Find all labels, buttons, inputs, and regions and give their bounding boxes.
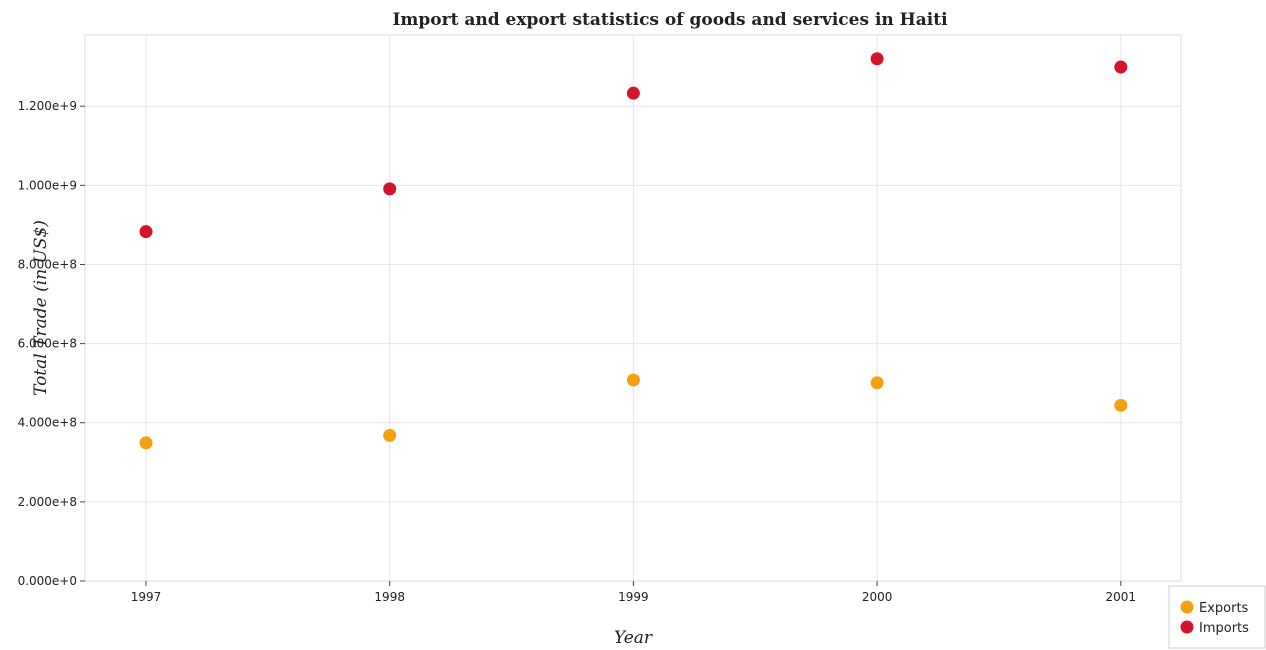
exports-point	[1114, 398, 1128, 412]
x-tick-label: 2000	[862, 590, 893, 604]
legend-imports-label: Imports	[1199, 621, 1249, 636]
imports-point	[139, 225, 153, 239]
x-axis-ticks: 1997 1998 1999 2000 2001	[131, 581, 1136, 604]
legend: Exports Imports	[1168, 585, 1266, 649]
data-points	[139, 52, 1128, 450]
x-tick-label: 2001	[1106, 590, 1137, 604]
x-axis-label: Year	[614, 628, 653, 648]
x-tick-label: 1997	[131, 590, 162, 604]
y-axis-label: Total Trade (in US$)	[31, 220, 51, 396]
legend-imports-marker	[1180, 620, 1194, 634]
imports-point	[626, 86, 640, 100]
imports-point	[383, 182, 397, 196]
y-tick-label: 6.000e+8	[18, 337, 77, 351]
gridlines	[85, 35, 1181, 582]
x-tick-label: 1998	[374, 590, 405, 604]
imports-point	[1114, 60, 1128, 74]
legend-exports-marker	[1180, 600, 1194, 614]
y-tick-label: 1.200e+9	[18, 99, 77, 113]
exports-point	[139, 436, 153, 450]
exports-point	[870, 376, 884, 390]
imports-point	[870, 52, 884, 66]
y-tick-label: 4.000e+8	[18, 416, 77, 430]
exports-point	[626, 373, 640, 387]
y-tick-label: 2.000e+8	[18, 495, 77, 509]
x-tick-label: 1999	[618, 590, 649, 604]
y-tick-label: 8.000e+8	[18, 257, 77, 271]
legend-exports-label: Exports	[1199, 601, 1249, 616]
y-tick-label: 0.000e+0	[18, 574, 77, 588]
exports-point	[383, 428, 397, 442]
y-axis-ticks: 0.000e+0 2.000e+8 4.000e+8 6.000e+8 8.000e+8…	[18, 99, 85, 588]
y-tick-label: 1.000e+9	[18, 178, 77, 192]
legend-box	[1168, 585, 1266, 649]
chart-title: Import and export statistics of goods an…	[392, 10, 948, 30]
